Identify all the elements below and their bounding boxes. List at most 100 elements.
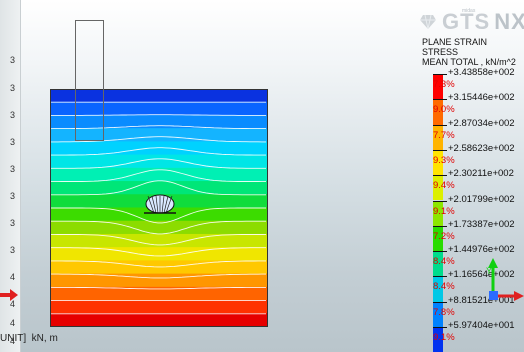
contour-band [50, 233, 268, 249]
legend-tick [433, 251, 447, 253]
legend-band [433, 301, 443, 327]
contour-band [50, 286, 268, 302]
contour-line [50, 207, 266, 224]
legend-band [433, 327, 443, 352]
legend-value: +8.81521e+001 [448, 294, 515, 306]
logo-diamond-icon [420, 15, 436, 29]
legend-title-line1: PLANE STRAIN STRESS [422, 37, 488, 57]
contour-band [50, 247, 268, 262]
contour-line [50, 147, 266, 156]
ruler-label: 3 [10, 55, 16, 65]
legend-percent: 9.4% [433, 180, 455, 192]
anchor-bulb [144, 194, 176, 214]
legend-band [433, 276, 443, 302]
contour-band [50, 273, 268, 288]
contour-line [50, 260, 266, 268]
arrow-right-icon [0, 289, 18, 301]
contour-line [50, 233, 267, 246]
contour-band [50, 89, 268, 103]
legend-band [433, 175, 443, 201]
legend-colorbar [433, 74, 443, 352]
legend-band [433, 200, 443, 226]
legend-value: +1.16564e+002 [448, 269, 515, 281]
legend-percent: 7.3% [433, 79, 455, 90]
legend-title: PLANE STRAIN STRESS MEAN TOTAL , kN/m^2 [422, 37, 524, 67]
axis-triad-icon: Y [486, 258, 524, 301]
legend-value: +1.73387e+002 [448, 218, 515, 230]
logo-brand: GTS [442, 9, 491, 34]
contour-line [50, 169, 266, 183]
contour-line [50, 114, 266, 116]
contour-band [50, 167, 268, 183]
legend-tick [433, 200, 447, 202]
logo-suffix: NX [494, 9, 524, 34]
contour-line [50, 180, 266, 196]
legend-value: +2.58623e+002 [448, 142, 515, 154]
legend-band [433, 251, 443, 277]
contour-band [50, 101, 268, 116]
legend-percent: 7.2% [433, 230, 455, 242]
contour-band [50, 128, 268, 143]
legend-tick [433, 301, 447, 303]
legend-band [433, 149, 443, 176]
contour-line [50, 220, 266, 235]
legend-percent: 7.7% [433, 129, 455, 141]
contour-line [50, 247, 266, 257]
stress-contour-plot[interactable] [50, 89, 268, 327]
contour-band [50, 260, 268, 275]
legend-tick [433, 225, 447, 227]
contour-band [50, 114, 268, 130]
legend-tick [433, 149, 447, 151]
legend-percent: 8.4% [433, 256, 455, 268]
ruler-label: 3 [10, 137, 16, 147]
legend-tick [433, 74, 447, 75]
svg-text:Y: Y [486, 266, 492, 276]
legend-value: +1.44976e+002 [448, 244, 515, 256]
legend-value: +2.01799e+002 [448, 193, 515, 205]
ruler-label: 4 [10, 336, 16, 346]
contour-line [50, 286, 266, 290]
legend-band [433, 124, 443, 150]
ruler-label: 3 [10, 245, 16, 255]
legend-percent: 9.1% [433, 205, 455, 217]
contour-band [50, 141, 268, 156]
legend-value: +2.87034e+002 [448, 117, 515, 129]
contour-line [50, 125, 266, 130]
legend-value: +3.15446e+002 [448, 92, 515, 104]
ruler-label: 3 [10, 83, 16, 93]
legend-title-line2: MEAN TOTAL , kN/m^2 [422, 57, 516, 67]
ruler-label: 3 [10, 191, 16, 201]
legend-band [433, 225, 443, 252]
legend-band [433, 99, 443, 125]
ruler-label: 3 [10, 110, 16, 120]
contour-line [50, 273, 266, 279]
contour-line [50, 136, 266, 143]
legend-percent: 8.4% [433, 281, 455, 293]
contour-line [50, 158, 266, 169]
legend-band [433, 74, 443, 100]
unit-label: UNIT] kN, m [0, 333, 58, 344]
legend-percent: 9.1% [433, 332, 455, 343]
legend-tick [433, 99, 447, 101]
contour-band [50, 300, 268, 315]
logo-tag: midas [462, 8, 476, 14]
legend-percent: 9.0% [433, 104, 455, 116]
contour-band [50, 313, 268, 327]
ruler-label: 3 [10, 218, 16, 228]
contour-band [50, 181, 268, 196]
legend-value: +2.30211e+002 [448, 168, 514, 180]
gts-nx-logo: midas GTS NX [420, 8, 524, 37]
ruler-label: 3 [10, 164, 16, 174]
legend-tick [433, 175, 447, 177]
legend-tick [433, 276, 447, 278]
contour-band [50, 220, 268, 235]
legend-value: +3.43858e+002 [448, 67, 515, 78]
legend-tick [433, 124, 447, 126]
left-ruler: 3 3 3 3 3 3 3 3 4 4 4 4 [0, 0, 21, 352]
contour-band [50, 154, 268, 169]
legend-percent: 7.8% [433, 306, 455, 318]
ruler-label: 4 [10, 318, 16, 328]
ruler-label: 4 [10, 272, 16, 282]
contour-band [50, 207, 268, 222]
